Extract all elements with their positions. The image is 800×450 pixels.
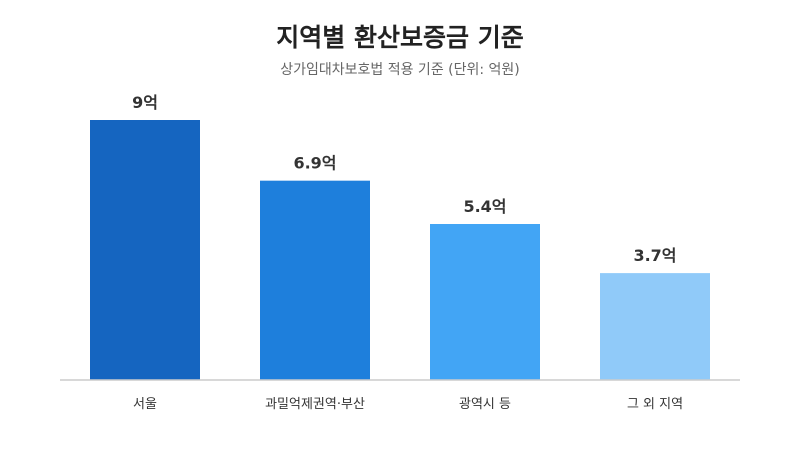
chart-subtitle: 상가임대차보호법 적용 기준 (단위: 억원)	[280, 62, 520, 78]
bar-1	[260, 180, 370, 380]
chart-title: 지역별 환산보증금 기준	[276, 23, 524, 52]
value-label-2: 5.4억	[463, 197, 506, 216]
value-label-3: 3.7억	[633, 246, 676, 265]
category-label-3: 그 외 지역	[627, 397, 683, 412]
category-label-2: 광역시 등	[459, 397, 511, 412]
bar-2	[430, 224, 540, 380]
bar-3	[600, 273, 710, 380]
category-label-0: 서울	[133, 397, 157, 412]
value-label-1: 6.9억	[293, 154, 336, 173]
bar-0	[90, 120, 200, 380]
category-label-1: 과밀억제권역·부산	[265, 397, 365, 412]
value-label-0: 9억	[132, 93, 158, 112]
